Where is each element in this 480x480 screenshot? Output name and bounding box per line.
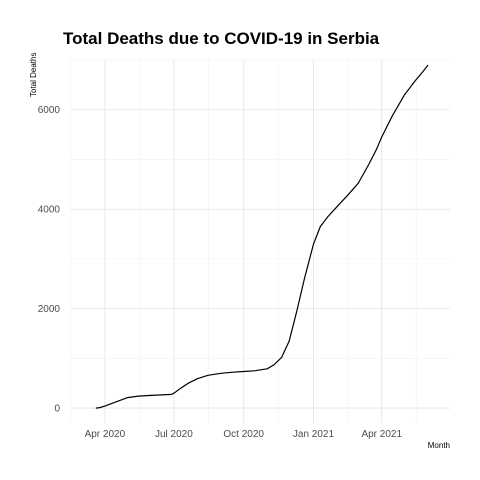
x-tick-label: Jan 2021 (293, 429, 335, 440)
x-tick-label: Apr 2020 (85, 429, 126, 440)
series-line-total-deaths (95, 64, 429, 409)
y-axis-label: Total Deaths (29, 53, 38, 97)
y-tick-label: 6000 (38, 105, 61, 116)
y-tick-label: 0 (54, 404, 60, 415)
chart-title: Total Deaths due to COVID-19 in Serbia (63, 29, 380, 48)
y-tick-label: 2000 (38, 304, 61, 315)
grid-lines (70, 59, 450, 423)
y-tick-label: 4000 (38, 205, 61, 216)
x-tick-label: Jul 2020 (155, 429, 193, 440)
x-tick-label: Oct 2020 (223, 429, 264, 440)
y-axis-tick-labels: 0 2000 4000 6000 (38, 105, 61, 414)
x-tick-label: Apr 2021 (361, 429, 402, 440)
x-axis-label: Month (428, 441, 450, 450)
x-axis-tick-labels: Apr 2020 Jul 2020 Oct 2020 Jan 2021 Apr 2021 (85, 429, 403, 440)
